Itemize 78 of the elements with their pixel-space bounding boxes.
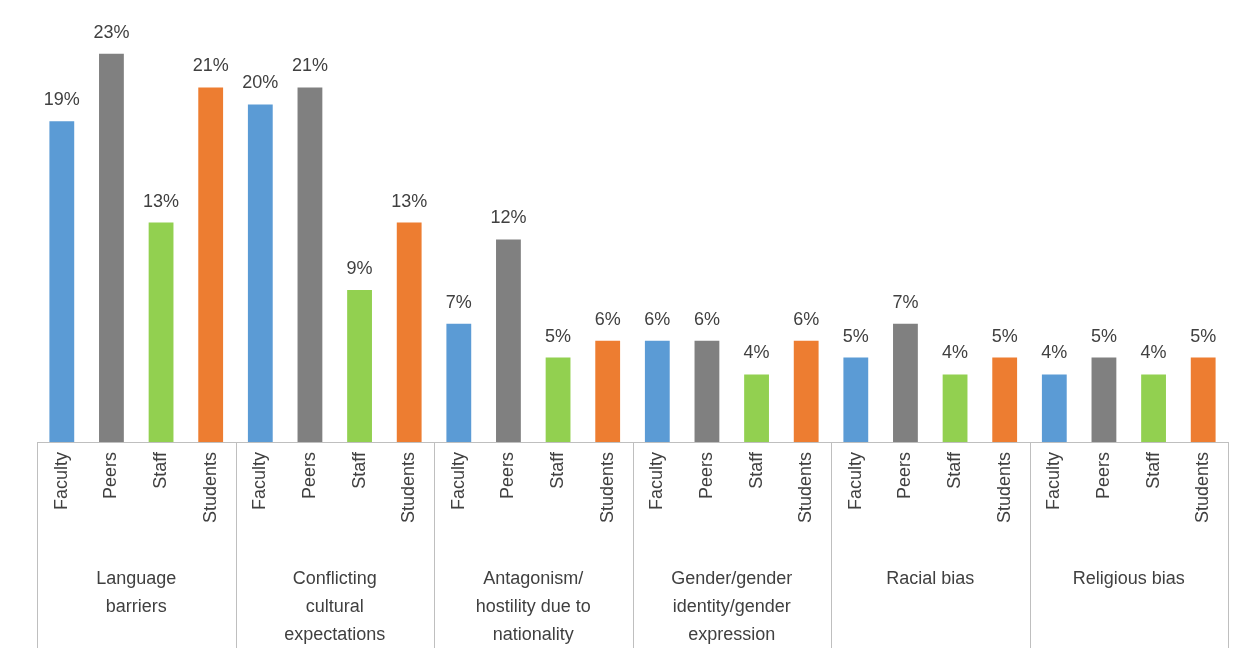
data-label: 21%: [192, 55, 229, 76]
bar: [644, 340, 670, 442]
text: Peers: [894, 452, 915, 500]
bar: [446, 323, 472, 442]
x-tick-label: Racial bias: [886, 567, 975, 588]
text: Faculty: [1043, 452, 1064, 511]
text: Staff: [944, 452, 965, 489]
data-label: 19%: [43, 89, 80, 110]
text: Faculty: [447, 452, 468, 511]
bar: [198, 87, 224, 442]
text: Staff: [1142, 452, 1163, 489]
text: Staff: [348, 452, 369, 489]
data-label: 21%: [291, 55, 328, 76]
bar: [545, 357, 571, 442]
text: Students: [795, 452, 816, 524]
text: Staff: [745, 452, 766, 489]
text: Faculty: [249, 452, 270, 511]
text: Peers: [1092, 452, 1113, 500]
data-label: 5%: [545, 325, 572, 346]
bar: [992, 357, 1018, 442]
bar: [1190, 357, 1216, 442]
data-label: 6%: [793, 308, 820, 329]
bar: [347, 290, 372, 442]
text: Students: [199, 452, 220, 524]
data-label: 5%: [991, 325, 1018, 346]
bar: [297, 87, 323, 442]
bar: [1091, 357, 1117, 442]
x-tick-label: Language barriers: [96, 567, 177, 616]
text: Students: [596, 452, 617, 524]
text: Staff: [150, 451, 171, 489]
data-label: 5%: [842, 325, 869, 346]
data-label: 6%: [644, 308, 671, 329]
text: Faculty: [844, 452, 865, 511]
text: Students: [1192, 452, 1213, 524]
text: Students: [398, 452, 419, 524]
text: Peers: [298, 452, 319, 500]
bar: [595, 340, 621, 442]
text: Peers: [497, 452, 518, 500]
x-tick-label: Gender/gender identity/gender expression: [671, 567, 793, 644]
data-label: 6%: [693, 308, 720, 329]
bar: [793, 340, 819, 442]
data-label: 7%: [892, 291, 919, 312]
bar: [496, 239, 521, 442]
data-label: 23%: [93, 21, 130, 42]
text: Faculty: [646, 452, 667, 511]
data-label: 13%: [143, 190, 180, 211]
text: Students: [993, 452, 1014, 524]
bar: [843, 357, 869, 442]
data-label: 5%: [1190, 325, 1217, 346]
bar: [694, 340, 720, 442]
data-label: 6%: [594, 308, 621, 329]
data-label: 4%: [1041, 342, 1068, 363]
bar: [942, 374, 968, 442]
data-label: 20%: [242, 72, 279, 93]
text: Faculty: [50, 452, 71, 511]
text: Staff: [547, 452, 568, 489]
bar: [1141, 374, 1166, 442]
x-tick-label: Religious bias: [1072, 567, 1185, 588]
data-label: 4%: [1140, 342, 1167, 363]
text: Peers: [100, 452, 121, 500]
bar: [148, 222, 174, 442]
data-label: 4%: [942, 342, 969, 363]
text: Peers: [695, 452, 716, 500]
bar: [893, 323, 918, 442]
data-label: 4%: [743, 342, 770, 363]
data-label: 7%: [445, 291, 472, 312]
bar: [396, 222, 422, 442]
bar: [49, 121, 75, 442]
x-tick-label: Conflicting cultural expectations: [284, 567, 386, 644]
data-label: 5%: [1090, 325, 1117, 346]
bar: [1041, 374, 1067, 442]
data-label: 12%: [490, 207, 527, 228]
bar: [247, 104, 273, 442]
x-tick-label: Antagonism/ hostility due to nationality: [475, 567, 591, 644]
bar: [99, 53, 124, 442]
bar: [744, 374, 769, 442]
data-label: 9%: [346, 258, 373, 279]
data-label: 13%: [391, 190, 428, 211]
